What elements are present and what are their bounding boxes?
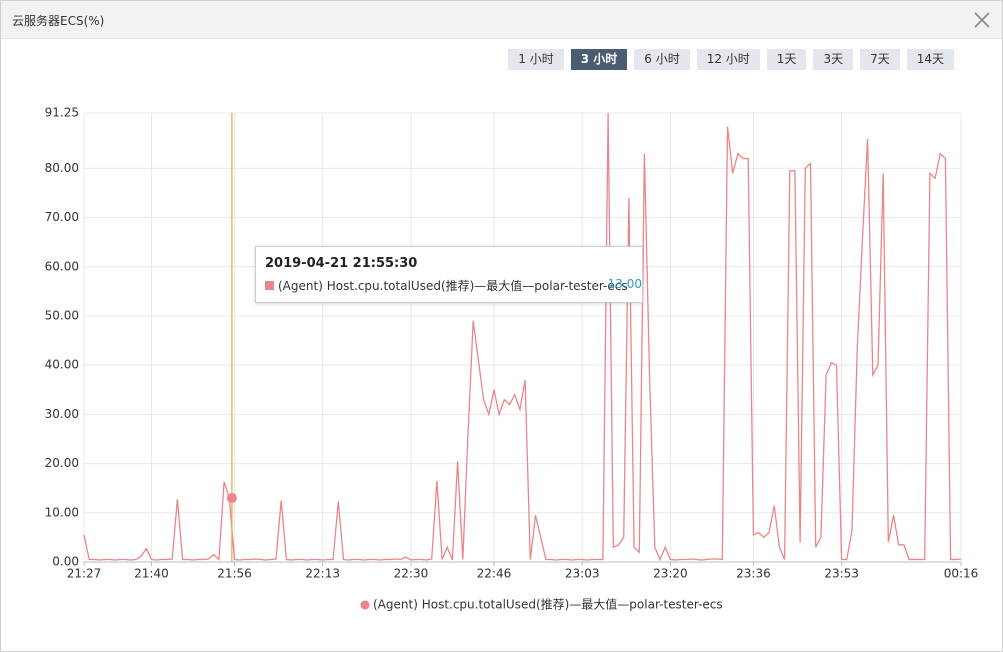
x-tick-label: 23:36 [736, 567, 771, 581]
time-range-button[interactable]: 3天 [813, 49, 854, 70]
tooltip: 2019-04-21 21:55:30 (Agent) Host.cpu.tot… [255, 246, 643, 303]
time-range-buttons: 1 小时 3 小时 6 小时 12 小时 1天 3天 7天 14天 [508, 49, 954, 70]
x-tick-label: 23:20 [653, 567, 688, 581]
tooltip-time: 2019-04-21 21:55:30 [265, 256, 418, 271]
x-tick-label: 22:30 [394, 567, 429, 581]
y-tick-label: 80.00 [45, 161, 79, 175]
close-button[interactable] [972, 10, 992, 30]
x-tick-label: 21:27 [67, 567, 102, 581]
time-range-button[interactable]: 14天 [906, 49, 954, 70]
x-tick-label: 23:53 [824, 567, 859, 581]
y-tick-label: 20.00 [45, 456, 79, 470]
y-tick-label: 60.00 [45, 259, 79, 273]
time-range-button[interactable]: 3 小时 [570, 49, 628, 70]
dialog-title: 云服务器ECS(%) [12, 14, 105, 28]
x-tick-label: 23:03 [565, 567, 600, 581]
time-range-button[interactable]: 7天 [860, 49, 900, 70]
series-line [83, 112, 962, 562]
y-tick-label: 70.00 [45, 210, 79, 224]
legend-label: (Agent) Host.cpu.totalUsed(推荐)—最大值—polar… [373, 597, 723, 612]
y-tick-label: 40.00 [45, 358, 79, 372]
tooltip-series: (Agent) Host.cpu.totalUsed(推荐)—最大值—polar… [278, 279, 628, 293]
tooltip-value: 13.00 [607, 277, 642, 291]
time-range-button[interactable]: 6 小时 [634, 49, 690, 70]
y-tick-label: 91.25 [45, 106, 79, 120]
tooltip-point [226, 493, 237, 504]
x-tick-label: 21:40 [134, 567, 169, 581]
y-tick-label: 10.00 [45, 505, 79, 519]
x-tick-label: 00:16 [944, 567, 979, 581]
time-range-button[interactable]: 1天 [766, 49, 807, 70]
tooltip-swatch [265, 281, 274, 290]
x-tick-label: 21:56 [217, 567, 252, 581]
time-range-button[interactable]: 1 小时 [508, 49, 564, 70]
x-tick-label: 22:46 [477, 567, 512, 581]
dialog-header: 云服务器ECS(%) [1, 1, 1002, 39]
time-range-button[interactable]: 12 小时 [696, 49, 760, 70]
y-tick-label: 30.00 [45, 407, 79, 421]
x-tick-label: 22:13 [305, 567, 340, 581]
y-tick-label: 0.00 [52, 555, 79, 569]
legend-marker [360, 600, 370, 610]
y-tick-label: 50.00 [45, 308, 79, 322]
